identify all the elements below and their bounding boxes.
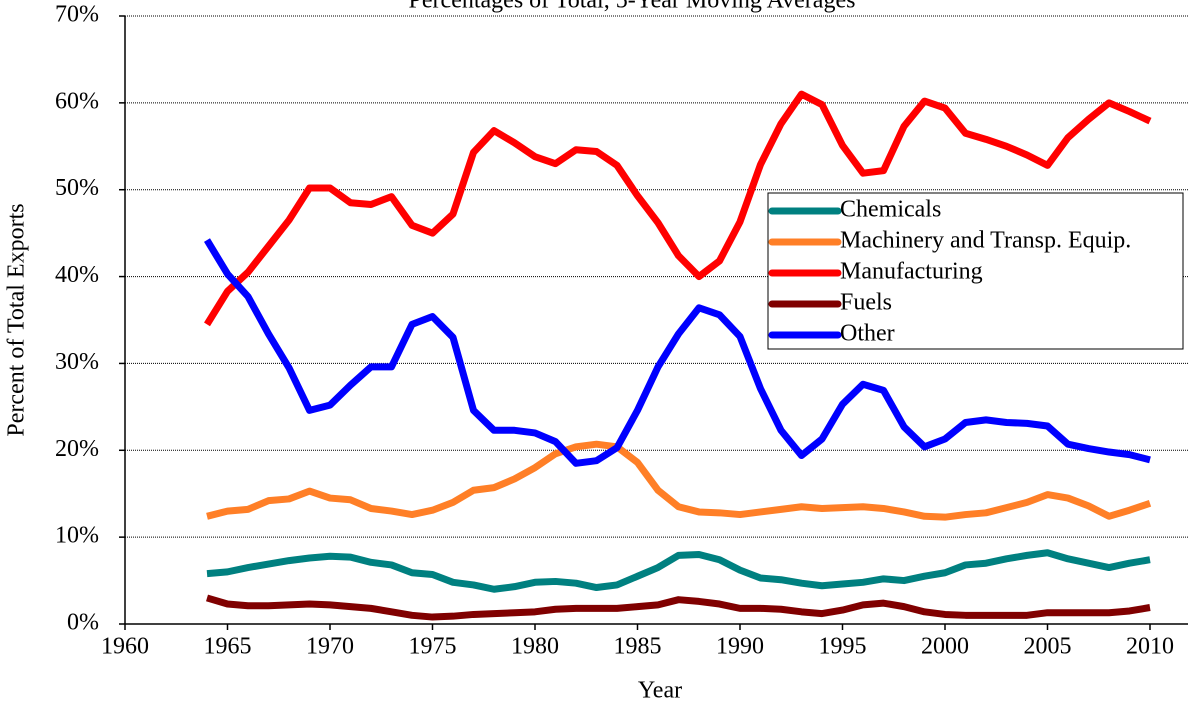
x-tick-label: 1965 (204, 634, 252, 660)
y-tick-label: 0% (67, 610, 99, 636)
chart-title: Percentages of Total, 5-Year Moving Aver… (409, 0, 856, 14)
x-tick-label: 1990 (716, 634, 764, 660)
series-line (206, 594, 1151, 621)
x-tick-label: 2000 (921, 634, 969, 660)
series-line (204, 238, 1151, 467)
y-tick-label: 50% (55, 175, 99, 201)
legend-label: Machinery and Transp. Equip. (840, 228, 1131, 254)
legend-label: Chemicals (840, 197, 941, 223)
x-tick-label: 2010 (1126, 634, 1174, 660)
series-line (206, 549, 1151, 593)
x-axis-label: Year (638, 678, 682, 704)
x-tick-label: 1980 (511, 634, 559, 660)
series-line (206, 440, 1152, 521)
x-tick-label: 2005 (1024, 634, 1072, 660)
y-tick-label: 10% (55, 523, 99, 549)
y-tick-label: 20% (55, 436, 99, 462)
x-tick-label: 1975 (409, 634, 457, 660)
x-tick-label: 1995 (819, 634, 867, 660)
legend-label: Manufacturing (840, 259, 983, 285)
x-tick-label: 1985 (614, 634, 662, 660)
x-tick-label: 1970 (306, 634, 354, 660)
legend-label: Other (840, 321, 895, 347)
y-tick-label: 60% (55, 88, 99, 114)
legend-label: Fuels (840, 290, 892, 316)
y-tick-label: 40% (55, 262, 99, 288)
series-line (204, 90, 1152, 327)
y-tick-label: 30% (55, 349, 99, 375)
y-tick-label: 70% (55, 2, 99, 28)
y-axis-label: Percent of Total Exports (4, 203, 30, 436)
x-tick-label: 1960 (101, 634, 149, 660)
